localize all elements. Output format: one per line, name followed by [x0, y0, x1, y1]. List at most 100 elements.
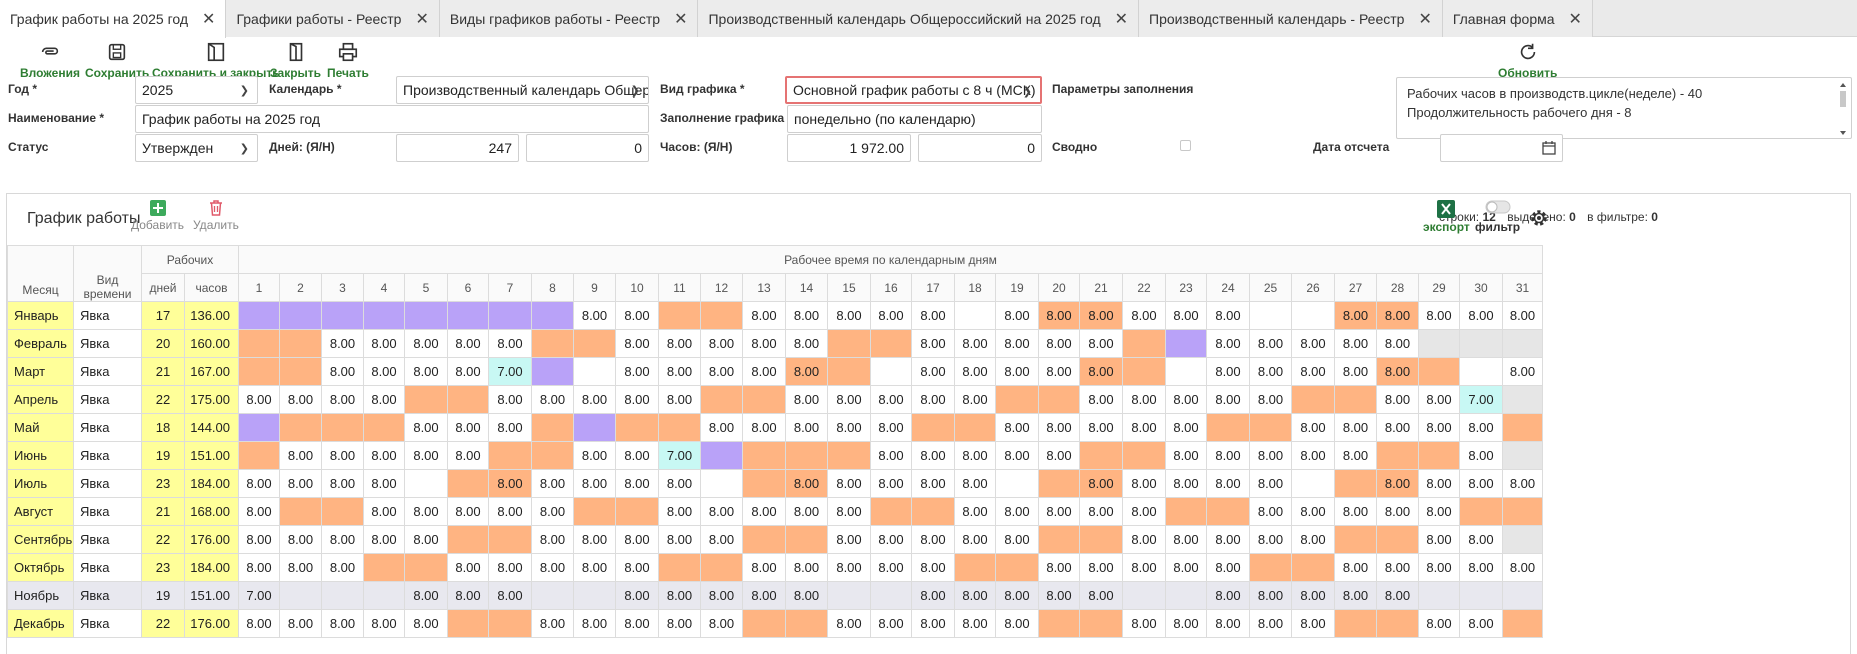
day-cell[interactable]: 8.00 [1334, 357, 1377, 386]
day-cell[interactable] [238, 441, 280, 470]
day-cell[interactable] [363, 301, 405, 330]
calendar-select[interactable]: Производственный календарь Общеросс ❯ [396, 76, 649, 104]
day-cell[interactable]: 8.00 [1165, 609, 1207, 638]
day-cell[interactable] [1376, 525, 1419, 554]
day-cell[interactable] [1459, 581, 1503, 610]
day-cell[interactable] [1249, 553, 1292, 582]
day-cell[interactable]: 7.00 [1459, 385, 1503, 414]
days-cell[interactable]: 19 [141, 441, 185, 470]
day-cell[interactable]: 8.00 [573, 525, 616, 554]
day-cell[interactable]: 8.00 [1249, 581, 1292, 610]
day-cell[interactable]: 8.00 [447, 441, 489, 470]
day-cell[interactable]: 8.00 [827, 301, 871, 330]
day-cell[interactable]: 8.00 [404, 413, 448, 442]
day-cell[interactable]: 8.00 [1079, 357, 1123, 386]
day-cell[interactable]: 8.00 [531, 525, 574, 554]
day-cell[interactable] [1249, 301, 1292, 330]
day-cell[interactable] [1079, 525, 1123, 554]
day-cell[interactable] [1165, 357, 1207, 386]
day-cell[interactable]: 8.00 [488, 553, 532, 582]
day-cell[interactable]: 8.00 [363, 497, 405, 526]
day-cell[interactable] [531, 581, 574, 610]
day-cell[interactable]: 8.00 [700, 413, 743, 442]
days-yes-input[interactable]: 247 [396, 134, 519, 162]
day-cell[interactable] [870, 357, 912, 386]
day-cell[interactable] [785, 609, 828, 638]
day-cell[interactable]: 8.00 [279, 525, 322, 554]
day-cell[interactable]: 8.00 [1249, 525, 1292, 554]
close-icon[interactable]: ✕ [415, 10, 429, 28]
day-cell[interactable] [531, 301, 574, 330]
day-cell[interactable] [1502, 413, 1543, 442]
day-cell[interactable] [1376, 609, 1419, 638]
day-cell[interactable]: 8.00 [447, 497, 489, 526]
day-cell[interactable] [447, 609, 489, 638]
day-cell[interactable]: 8.00 [1079, 301, 1123, 330]
day-cell[interactable]: 8.00 [995, 329, 1039, 358]
tab-5[interactable]: Главная форма ✕ [1442, 0, 1593, 37]
day-cell[interactable] [658, 553, 701, 582]
day-cell[interactable]: 8.00 [870, 301, 912, 330]
day-cell[interactable]: 8.00 [1502, 553, 1543, 582]
day-cell[interactable] [954, 553, 996, 582]
day-cell[interactable]: 8.00 [1122, 385, 1166, 414]
day-cell[interactable]: 7.00 [488, 357, 532, 386]
day-cell[interactable]: 8.00 [1291, 609, 1335, 638]
refresh-button[interactable]: Обновить [1498, 41, 1557, 80]
day-cell[interactable] [573, 497, 616, 526]
table-row[interactable]: Январь Явка 17 136.00 8.00 8.00 8.00 8.00 8.00 8.… [7, 301, 1543, 330]
day-cell[interactable]: 8.00 [321, 553, 364, 582]
day-cell[interactable]: 8.00 [1459, 413, 1503, 442]
day-cell[interactable]: 8.00 [1291, 441, 1335, 470]
day-cell[interactable]: 8.00 [785, 469, 828, 498]
day-cell[interactable]: 8.00 [363, 441, 405, 470]
day-cell[interactable]: 8.00 [238, 469, 280, 498]
day-cell[interactable] [404, 553, 448, 582]
day-cell[interactable] [238, 357, 280, 386]
time-type-cell[interactable]: Явка [73, 609, 142, 638]
day-cell[interactable]: 8.00 [1079, 581, 1123, 610]
table-row[interactable]: Ноябрь Явка 19 151.00 7.00 8.00 8.00 8.00 8.00 8.… [7, 581, 1543, 610]
day-cell[interactable]: 8.00 [911, 441, 955, 470]
day-cell[interactable] [573, 329, 616, 358]
days-no-input[interactable]: 0 [526, 134, 649, 162]
day-cell[interactable] [447, 301, 489, 330]
day-cell[interactable]: 8.00 [954, 525, 996, 554]
day-cell[interactable]: 8.00 [870, 609, 912, 638]
day-cell[interactable]: 8.00 [615, 553, 659, 582]
day-cell[interactable]: 8.00 [1376, 357, 1419, 386]
day-cell[interactable] [488, 609, 532, 638]
day-cell[interactable]: 8.00 [995, 609, 1039, 638]
day-cell[interactable]: 8.00 [658, 469, 701, 498]
days-cell[interactable]: 19 [141, 581, 185, 610]
day-cell[interactable]: 8.00 [1502, 301, 1543, 330]
day-cell[interactable]: 8.00 [700, 357, 743, 386]
day-cell[interactable] [363, 581, 405, 610]
day-cell[interactable] [1502, 329, 1543, 358]
month-cell[interactable]: Октябрь [7, 553, 74, 582]
time-type-cell[interactable]: Явка [73, 413, 142, 442]
day-cell[interactable]: 8.00 [700, 497, 743, 526]
day-cell[interactable]: 8.00 [573, 385, 616, 414]
day-cell[interactable]: 8.00 [1376, 497, 1419, 526]
year-select[interactable]: 2025 ❯ [135, 76, 258, 104]
month-cell[interactable]: Март [7, 357, 74, 386]
day-cell[interactable]: 8.00 [488, 385, 532, 414]
day-cell[interactable]: 8.00 [827, 413, 871, 442]
day-cell[interactable] [1334, 525, 1377, 554]
day-cell[interactable]: 8.00 [742, 497, 786, 526]
day-cell[interactable] [531, 357, 574, 386]
day-cell[interactable]: 8.00 [321, 441, 364, 470]
day-cell[interactable]: 8.00 [615, 385, 659, 414]
day-cell[interactable]: 8.00 [785, 553, 828, 582]
day-cell[interactable] [742, 385, 786, 414]
day-cell[interactable] [1165, 497, 1207, 526]
day-cell[interactable]: 8.00 [363, 329, 405, 358]
day-cell[interactable]: 8.00 [238, 609, 280, 638]
day-cell[interactable] [321, 581, 364, 610]
day-cell[interactable] [1038, 609, 1080, 638]
export-excel-button[interactable]: экспорт [1423, 200, 1470, 234]
chevron-down-icon[interactable]: ❯ [239, 85, 249, 97]
day-cell[interactable]: 8.00 [279, 469, 322, 498]
day-cell[interactable] [1376, 441, 1419, 470]
